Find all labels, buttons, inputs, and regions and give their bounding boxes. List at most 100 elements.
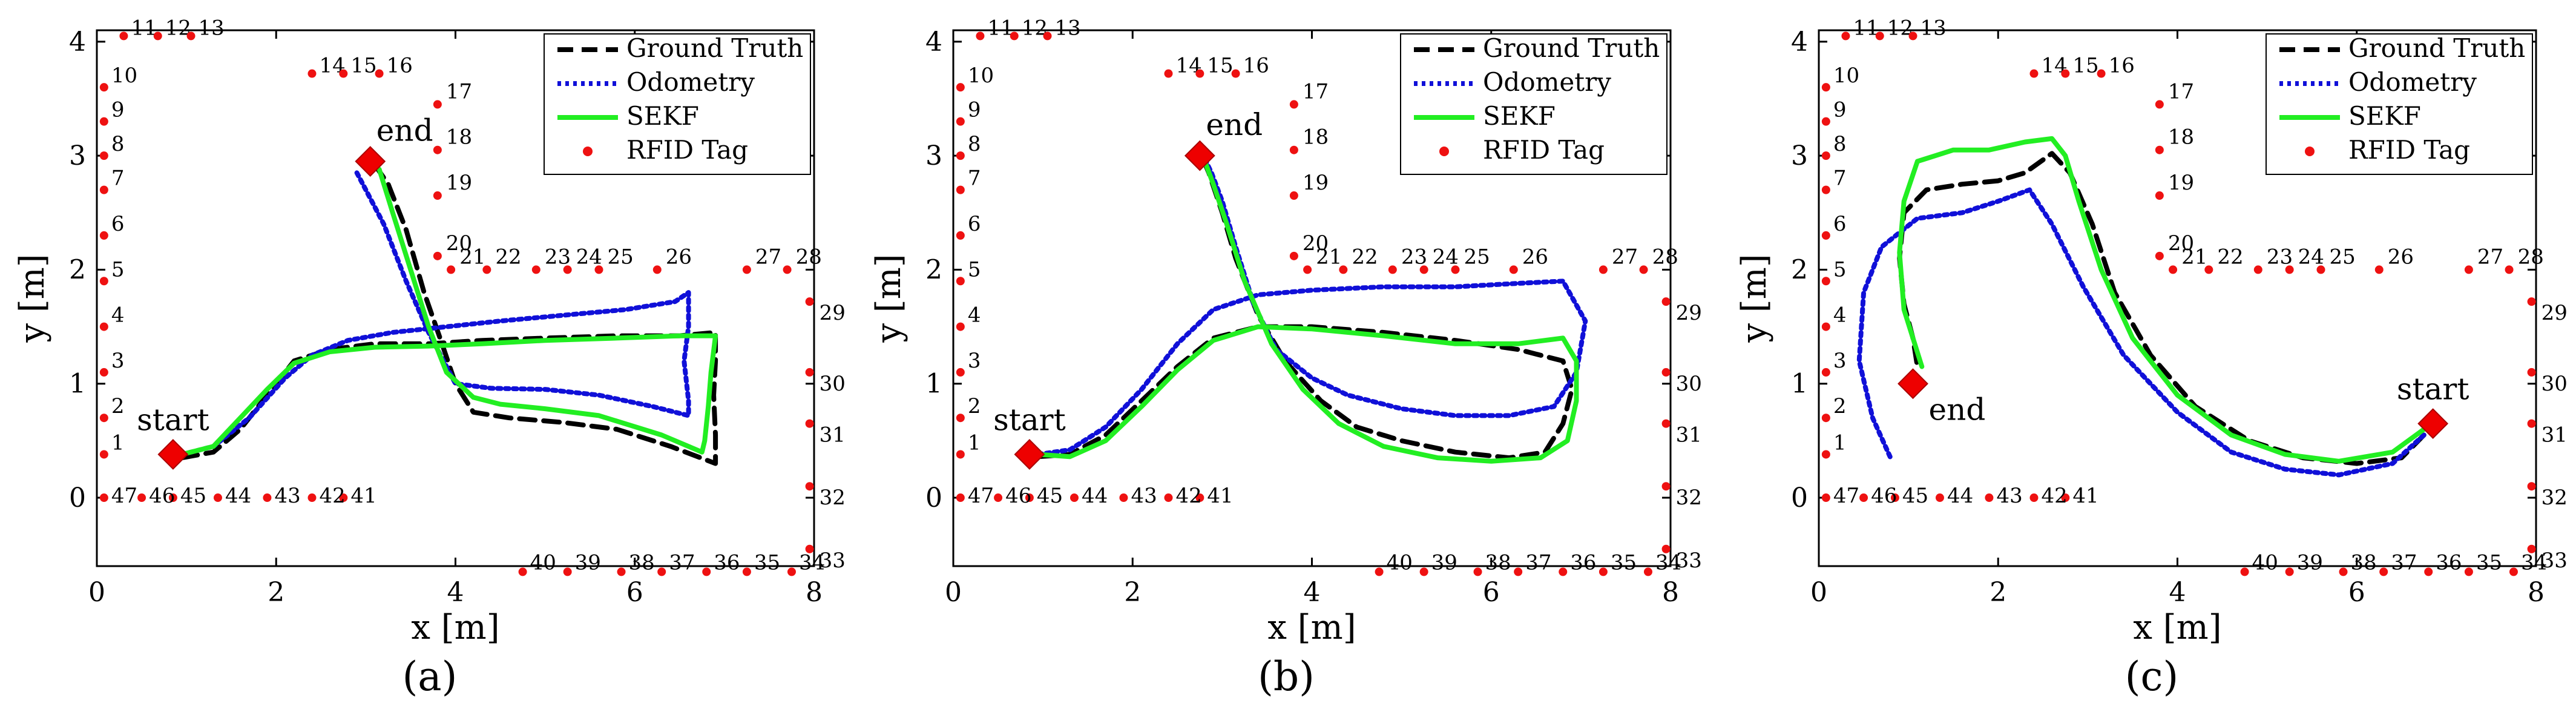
rfid-tag-label: 6 [1833,212,1847,236]
rfid-tag-label: 34 [2521,550,2547,575]
rfid-tag-label: 26 [2388,245,2414,269]
rfid-tag-label: 21 [2181,245,2207,269]
rfid-tag-point [2169,265,2178,274]
rfid-tag-point [2155,145,2164,154]
rfid-tag-point [2155,251,2164,260]
rfid-tag-point [657,567,666,576]
rfid-tag-point [433,145,442,154]
rfid-tag-label: 27 [2477,245,2503,269]
y-tick-label: 0 [925,483,942,513]
rfid-tag-label: 17 [446,79,472,104]
rfid-tag-point [99,231,108,240]
rfid-tag-point [447,265,456,274]
rfid-tag-point [742,265,751,274]
rfid-tag-point [2061,69,2070,78]
rfid-tag-label: 10 [111,64,137,88]
rfid-tag-label: 20 [1303,231,1329,256]
rfid-tag-label: 6 [968,212,981,236]
rfid-tag-point [956,450,965,459]
rfid-tag-point [1661,297,1671,306]
rfid-tag-label: 19 [446,171,472,195]
rfid-tag-point [787,567,796,576]
rfid-tag-point [2253,265,2262,274]
rfid-tag-point [956,231,965,240]
rfid-tag-label: 20 [2168,231,2194,256]
rfid-tag-point [1231,69,1240,78]
rfid-tag-point [652,265,662,274]
rfid-tag-point [137,493,146,503]
rfid-tag-label: 38 [1485,550,1511,575]
rfid-tag-label: 4 [111,303,125,328]
rfid-tag-label: 9 [111,98,125,122]
rfid-tag-point [1661,544,1671,553]
rfid-tag-label: 1 [1833,430,1847,455]
subplot-caption: (b) [1258,653,1315,700]
end-marker [1898,368,1928,400]
rfid-tag-point [99,151,108,160]
rfid-tag-label: 35 [754,550,780,575]
rfid-tag-label: 30 [2542,372,2568,396]
rfid-tag-label: 42 [320,484,346,508]
rfid-tag-point [1559,567,1568,576]
rfid-tag-label: 44 [1947,484,1973,508]
rfid-tag-label: 13 [1055,16,1081,40]
legend: Ground Truth Odometry SEKF RFID Tag [1400,33,1668,175]
y-tick-label: 0 [69,483,86,513]
rfid-tag-label: 26 [1522,245,1548,269]
rfid-tag-label: 22 [1352,245,1378,269]
rfid-tag-label: 45 [180,484,206,508]
rfid-tag-point [1859,493,1868,503]
rfid-tag-label: 31 [820,423,846,447]
rfid-tag-point [1164,69,1173,78]
rfid-tag-label: 41 [1207,484,1233,508]
rfid-tag-label: 28 [796,245,822,269]
rfid-tag-point [976,31,985,41]
legend-entry: RFID Tag [626,135,748,165]
rfid-tag-label: 24 [2298,245,2324,269]
rfid-tag-point [1875,31,1884,41]
rfid-tag-point [956,322,965,331]
rfid-tag-point [99,493,108,503]
rfid-tag-label: 28 [1652,245,1678,269]
legend: Ground Truth Odometry SEKF RFID Tag [544,33,811,175]
rfid-tag-label: 29 [820,301,846,325]
legend-entry: SEKF [1483,101,1556,131]
rfid-tag-label: 34 [1655,550,1681,575]
rfid-tag-point [1473,567,1482,576]
rfid-tag-label: 23 [2267,245,2293,269]
rfid-tag-label: 22 [2217,245,2243,269]
rfid-tag-label: 1 [968,430,981,455]
rfid-tag-point [1010,31,1019,41]
rfid-tag-point [1025,493,1034,503]
rfid-tag-label: 43 [1996,484,2022,508]
rfid-tag-label: 7 [968,167,981,191]
rfid-tag-point [1821,151,1830,160]
ground-truth-trajectory [179,162,718,466]
rfid-tag-label: 32 [820,486,846,510]
rfid-tag-point [1821,117,1830,126]
rfid-tag-label: 24 [1433,245,1459,269]
rfid-tag-label: 44 [225,484,251,508]
rfid-tag-point [1821,83,1830,92]
rfid-tag-point [1598,265,1608,274]
rfid-tag-label: 45 [1037,484,1063,508]
rfid-tag-label: 2 [968,394,981,418]
rfid-tag-point [1661,419,1671,428]
rfid-tag-point [2509,567,2518,576]
rfid-tag-label: 40 [530,550,556,575]
rfid-tag-point [1821,493,1830,503]
rfid-tag-point [2464,265,2473,274]
y-tick-label: 3 [69,140,86,171]
start-label: start [2397,372,2469,407]
rfid-tag-point [1821,414,1830,423]
rfid-tag-label: 10 [968,64,994,88]
rfid-tag-label: 47 [968,484,994,508]
rfid-tag-point [2285,567,2294,576]
x-tick-label: 2 [268,577,284,608]
rfid-tag-label: 36 [714,550,740,575]
rfid-tag-label: 35 [1611,550,1637,575]
rfid-tag-label: 37 [1525,550,1551,575]
